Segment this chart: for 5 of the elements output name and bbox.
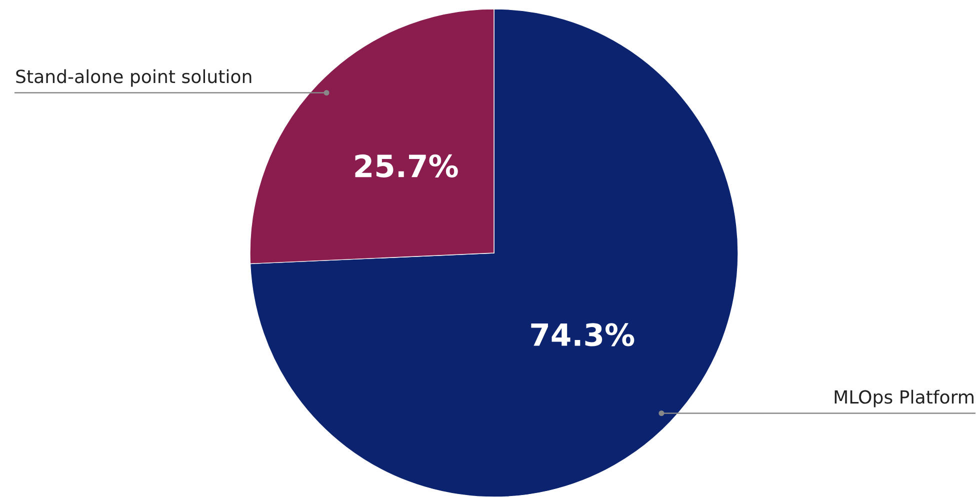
pie-slice (250, 9, 738, 497)
slice-label: MLOps Platform (834, 390, 974, 408)
data-label: 74.3% (531, 323, 634, 346)
data-label: 25.7% (355, 154, 458, 178)
slice-label: Stand-alone point solution (16, 69, 252, 87)
